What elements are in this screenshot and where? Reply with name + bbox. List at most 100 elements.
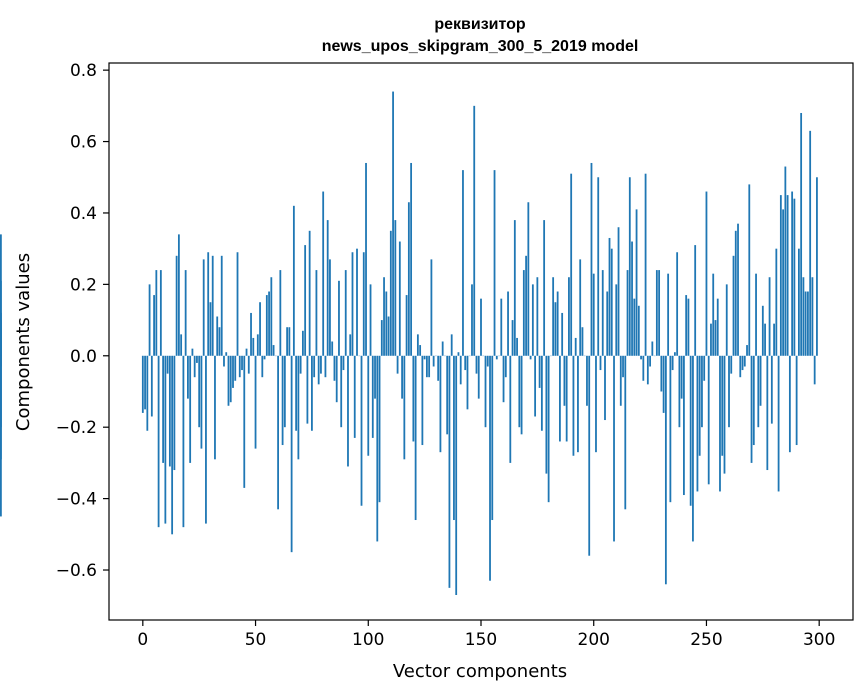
bar-component-266 — [741, 355, 744, 371]
bar-component-159 — [500, 298, 503, 356]
bar-component-83 — [329, 259, 331, 356]
bar-component-265 — [739, 355, 742, 378]
x-tick-label: 300 — [803, 630, 835, 650]
bar-component-52 — [259, 302, 261, 356]
bar-component-185 — [559, 355, 561, 442]
bar-component-141 — [459, 355, 462, 385]
bar-component-212 — [619, 355, 622, 406]
bar-component-176 — [538, 355, 541, 388]
bar-component-18 — [182, 355, 185, 528]
bar-component-undefined — [0, 280, 2, 356]
bar-component-170 — [525, 255, 527, 356]
bar-component-216 — [628, 177, 631, 356]
bar-component-73 — [306, 355, 309, 424]
bar-component-177 — [540, 355, 543, 431]
bar-component-282 — [777, 355, 780, 492]
bar-component-263 — [734, 230, 737, 356]
bar-component-219 — [635, 209, 638, 356]
bar-component-239 — [680, 355, 683, 399]
bar-component-257 — [721, 355, 724, 456]
bar-component-199 — [590, 162, 593, 356]
bar-component-246 — [696, 355, 699, 492]
bar-component-64 — [286, 327, 289, 356]
bar-component-76 — [313, 355, 316, 378]
bar-component-93 — [351, 252, 354, 356]
bar-component-202 — [597, 177, 600, 356]
bar-component-36 — [223, 355, 225, 367]
bar-component-244 — [692, 355, 694, 542]
bar-component-203 — [599, 355, 602, 371]
bar-component-273 — [757, 355, 760, 428]
bar-component-286 — [786, 195, 789, 356]
bar-component-222 — [642, 355, 645, 381]
bar-component-148 — [475, 355, 478, 374]
bar-component-205 — [604, 355, 606, 421]
bar-component-184 — [556, 291, 559, 356]
bar-component-272 — [755, 273, 757, 356]
bar-component-125 — [423, 355, 426, 360]
x-tick-label: 100 — [352, 630, 384, 650]
bar-component-13 — [171, 355, 174, 535]
bar-component-218 — [633, 298, 636, 356]
bar-component-78 — [317, 355, 320, 385]
bar-component-253 — [712, 273, 715, 356]
bar-component-288 — [791, 191, 794, 356]
bar-component-271 — [752, 355, 755, 446]
bar-component-41 — [234, 355, 237, 381]
bar-component-49 — [252, 337, 255, 356]
bar-component-0 — [141, 355, 144, 413]
bar-component-280 — [773, 323, 775, 356]
bar-component-27 — [202, 259, 205, 356]
bar-component-241 — [685, 295, 688, 356]
bar-component-121 — [414, 355, 417, 521]
bar-component-70 — [299, 355, 302, 374]
bar-component-213 — [622, 355, 624, 378]
bar-component-138 — [453, 355, 455, 521]
bar-component-292 — [800, 112, 803, 356]
bar-component-165 — [513, 220, 516, 356]
bar-component-197 — [586, 355, 588, 406]
bar-component-81 — [324, 355, 327, 378]
bar-component-86 — [335, 355, 338, 403]
bar-component-102 — [371, 355, 374, 438]
bar-component-11 — [166, 355, 169, 374]
bar-component-137 — [450, 334, 453, 356]
bar-component-10 — [164, 355, 167, 524]
bar-component-163 — [509, 355, 512, 463]
y-axis-ticks: −0.6 −0.4 −0.2 0.0 0.2 0.4 0.6 0.8 — [56, 61, 109, 581]
bar-component-21 — [189, 355, 192, 463]
bar-component-119 — [410, 162, 413, 356]
bar-component-109 — [387, 316, 390, 356]
bar-component-171 — [527, 202, 530, 356]
bar-component-77 — [315, 270, 318, 356]
bar-component-140 — [457, 352, 460, 356]
bar-component-85 — [333, 355, 336, 381]
bar-component-224 — [646, 355, 649, 385]
bar-component-8 — [159, 270, 162, 356]
bar-component-194 — [579, 259, 582, 356]
bar-component-206 — [606, 291, 609, 356]
bar-component-60 — [277, 355, 279, 510]
bar-component-116 — [403, 355, 406, 460]
x-axis-ticks: 0 50 100 150 200 250 300 — [137, 620, 835, 650]
bar-component-161 — [504, 355, 507, 378]
bar-component-208 — [610, 248, 613, 356]
bar-component-254 — [714, 320, 717, 356]
bar-component-149 — [477, 355, 480, 399]
bar-component-236 — [673, 352, 676, 356]
bar-component-277 — [766, 355, 769, 471]
bar-component-74 — [308, 230, 311, 356]
bar-component-110 — [389, 230, 392, 356]
bar-component-188 — [565, 355, 568, 442]
chart-title: реквизитор — [434, 16, 526, 33]
y-tick-label: 0.8 — [70, 61, 97, 81]
bar-component-65 — [288, 327, 291, 356]
bar-component-48 — [250, 312, 252, 356]
bar-component-42 — [236, 252, 239, 356]
bar-component-107 — [383, 277, 385, 356]
bar-component-179 — [545, 355, 548, 474]
bar-component-139 — [455, 355, 458, 595]
bar-component-35 — [220, 255, 223, 356]
y-tick-label: −0.2 — [56, 418, 97, 438]
